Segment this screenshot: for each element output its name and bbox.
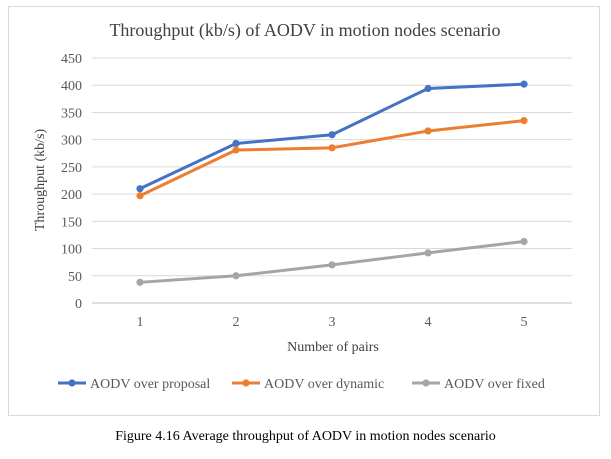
- y-tick-label: 0: [75, 297, 82, 312]
- data-point: [136, 192, 144, 200]
- legend-label: AODV over proposal: [90, 377, 210, 392]
- data-point: [328, 144, 336, 152]
- x-tick-label: 5: [521, 315, 528, 330]
- legend-label: AODV over dynamic: [264, 377, 384, 392]
- data-point: [424, 84, 432, 93]
- x-tick-labels: 1 2 3 4 5: [137, 315, 528, 330]
- legend-marker: [422, 379, 430, 387]
- data-point: [136, 278, 144, 286]
- data-point: [328, 131, 336, 139]
- data-point: [232, 139, 240, 148]
- data-point: [424, 127, 432, 135]
- y-axis-label: Throughput (kb/s): [33, 129, 48, 232]
- chart-svg: Throughput (kb/s) of AODV in motion node…: [33, 20, 572, 392]
- chart-title: Throughput (kb/s) of AODV in motion node…: [109, 20, 500, 41]
- chart-frame: [8, 6, 600, 416]
- data-point: [232, 272, 240, 280]
- data-point: [520, 80, 528, 88]
- x-tick-label: 1: [137, 315, 144, 330]
- y-tick-label: 100: [61, 243, 82, 258]
- y-tick-label: 250: [61, 161, 82, 176]
- grid: [92, 57, 572, 304]
- y-tick-label: 50: [68, 270, 82, 285]
- y-tick-label: 400: [61, 79, 82, 94]
- data-point: [328, 261, 336, 269]
- x-tick-label: 4: [425, 315, 432, 330]
- data-point: [520, 117, 528, 125]
- x-tick-label: 3: [329, 315, 336, 330]
- series-lines: [136, 80, 528, 286]
- x-tick-label: 2: [233, 315, 240, 330]
- y-tick-label: 350: [61, 106, 82, 121]
- y-tick-label: 300: [61, 134, 82, 149]
- y-tick-label: 200: [61, 188, 82, 203]
- y-tick-label: 150: [61, 215, 82, 230]
- legend: AODV over proposal AODV over dynamic AODV …: [58, 377, 545, 392]
- data-point: [136, 185, 144, 193]
- legend-marker: [68, 379, 76, 387]
- legend-label: AODV over fixed: [444, 377, 545, 392]
- legend-marker: [242, 379, 250, 387]
- x-axis-label: Number of pairs: [287, 340, 379, 355]
- figure-caption: Figure 4.16 Average throughput of AODV i…: [115, 429, 496, 444]
- data-point: [424, 249, 432, 257]
- data-point: [520, 237, 528, 246]
- data-point: [232, 146, 240, 154]
- y-tick-labels: 0 50 100 150 200 250 300 350 400 450: [61, 52, 82, 312]
- y-tick-label: 450: [61, 52, 82, 67]
